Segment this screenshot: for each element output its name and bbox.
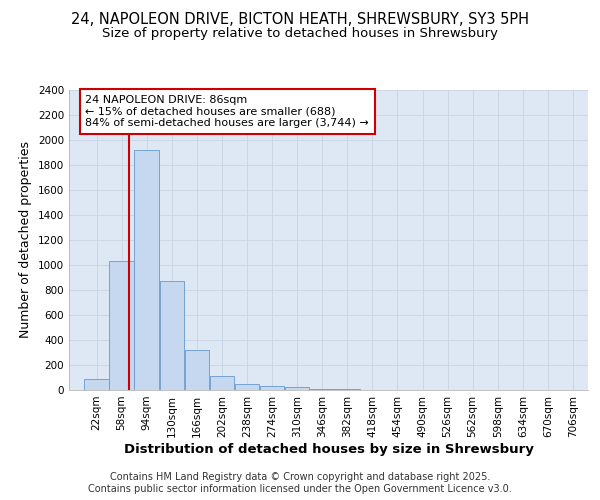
Y-axis label: Number of detached properties: Number of detached properties (19, 142, 32, 338)
Text: 24, NAPOLEON DRIVE, BICTON HEATH, SHREWSBURY, SY3 5PH: 24, NAPOLEON DRIVE, BICTON HEATH, SHREWS… (71, 12, 529, 28)
Text: Contains public sector information licensed under the Open Government Licence v3: Contains public sector information licen… (88, 484, 512, 494)
Text: 24 NAPOLEON DRIVE: 86sqm
← 15% of detached houses are smaller (688)
84% of semi-: 24 NAPOLEON DRIVE: 86sqm ← 15% of detach… (85, 95, 369, 128)
Text: Contains HM Land Registry data © Crown copyright and database right 2025.: Contains HM Land Registry data © Crown c… (110, 472, 490, 482)
Bar (260, 386, 284, 390)
X-axis label: Distribution of detached houses by size in Shrewsbury: Distribution of detached houses by size … (124, 442, 533, 456)
Bar (310, 389, 335, 390)
Bar (285, 387, 310, 390)
Bar (134, 150, 159, 390)
Text: Size of property relative to detached houses in Shrewsbury: Size of property relative to detached ho… (102, 28, 498, 40)
Bar (185, 350, 209, 390)
Bar (160, 281, 184, 390)
Bar (84, 379, 109, 390)
Bar (209, 376, 234, 390)
Bar (109, 260, 134, 390)
Bar (235, 384, 259, 390)
